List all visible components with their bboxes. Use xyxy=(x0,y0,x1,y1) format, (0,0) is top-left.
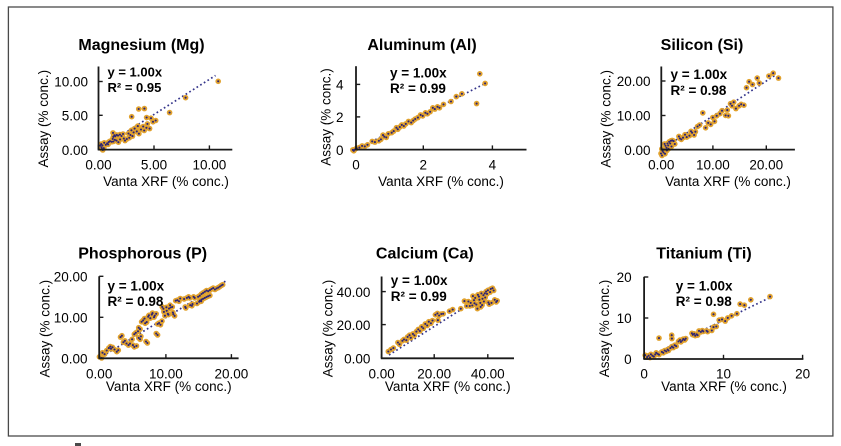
svg-text:Assay (% conc.): Assay (% conc.) xyxy=(321,280,336,378)
svg-text:0.00: 0.00 xyxy=(344,352,370,367)
svg-text:Assay (% conc.): Assay (% conc.) xyxy=(599,70,614,168)
svg-text:Vanta XRF (% conc.): Vanta XRF (% conc.) xyxy=(106,379,232,394)
svg-text:10.00: 10.00 xyxy=(54,311,88,326)
svg-text:40.00: 40.00 xyxy=(337,285,371,300)
svg-text:0.00: 0.00 xyxy=(648,158,674,173)
svg-text:4: 4 xyxy=(489,158,497,173)
svg-text:Assay (% conc.): Assay (% conc.) xyxy=(319,68,334,166)
svg-text:20.00: 20.00 xyxy=(617,74,651,89)
svg-text:10.00: 10.00 xyxy=(54,75,88,90)
svg-text:2: 2 xyxy=(336,110,344,125)
svg-text:2: 2 xyxy=(420,158,428,173)
svg-text:20.00: 20.00 xyxy=(337,318,371,333)
svg-text:Magnesium (Mg): Magnesium (Mg) xyxy=(78,37,204,54)
svg-text:0: 0 xyxy=(352,158,360,173)
svg-text:10.00: 10.00 xyxy=(149,366,183,381)
svg-text:y = 1.00x: y = 1.00x xyxy=(108,65,163,80)
svg-text:0: 0 xyxy=(336,143,344,158)
svg-text:20: 20 xyxy=(795,366,810,381)
svg-text:R² = 0.98: R² = 0.98 xyxy=(108,294,164,309)
svg-text:y = 1.00x: y = 1.00x xyxy=(676,278,733,293)
svg-text:Aluminum (Al): Aluminum (Al) xyxy=(367,37,476,54)
svg-text:20.00: 20.00 xyxy=(215,366,249,381)
svg-text:5.00: 5.00 xyxy=(62,109,88,124)
svg-text:0.00: 0.00 xyxy=(62,143,88,158)
svg-text:20: 20 xyxy=(617,270,632,285)
svg-text:0: 0 xyxy=(640,366,648,381)
svg-text:y = 1.00x: y = 1.00x xyxy=(108,278,165,293)
svg-text:0.00: 0.00 xyxy=(86,366,112,381)
svg-text:Assay (% conc.): Assay (% conc.) xyxy=(38,280,53,378)
svg-text:Vanta XRF (% conc.): Vanta XRF (% conc.) xyxy=(385,379,511,394)
svg-text:Assay (% conc.): Assay (% conc.) xyxy=(36,70,51,168)
svg-text:y = 1.00x: y = 1.00x xyxy=(671,67,728,82)
svg-text:Vanta XRF (% conc.): Vanta XRF (% conc.) xyxy=(661,379,787,394)
svg-text:0: 0 xyxy=(624,352,632,367)
svg-text:10.00: 10.00 xyxy=(617,109,651,124)
svg-text:Phosphorous (P): Phosphorous (P) xyxy=(78,245,207,262)
svg-text:R² = 0.98: R² = 0.98 xyxy=(671,83,727,98)
svg-text:20.00: 20.00 xyxy=(417,366,451,381)
svg-text:Silicon (Si): Silicon (Si) xyxy=(661,37,744,54)
svg-text:Vanta XRF (% conc.): Vanta XRF (% conc.) xyxy=(103,174,229,189)
svg-text:0.00: 0.00 xyxy=(368,366,394,381)
svg-text:Calcium (Ca): Calcium (Ca) xyxy=(376,245,474,262)
svg-text:4: 4 xyxy=(336,78,344,93)
svg-text:10.00: 10.00 xyxy=(193,158,227,173)
svg-text:y = 1.00x: y = 1.00x xyxy=(390,65,447,80)
svg-text:R² = 0.99: R² = 0.99 xyxy=(390,81,446,96)
svg-text:0.00: 0.00 xyxy=(85,158,111,173)
svg-text:Assay (% conc.): Assay (% conc.) xyxy=(597,280,612,378)
svg-text:10.00: 10.00 xyxy=(696,158,730,173)
svg-text:5.00: 5.00 xyxy=(141,158,167,173)
svg-text:R² = 0.98: R² = 0.98 xyxy=(676,294,732,309)
svg-text:10: 10 xyxy=(716,366,731,381)
svg-text:20.00: 20.00 xyxy=(54,270,88,285)
svg-text:0.00: 0.00 xyxy=(624,143,650,158)
svg-text:0.00: 0.00 xyxy=(61,352,87,367)
svg-text:40.00: 40.00 xyxy=(471,366,505,381)
svg-text:y = 1.00x: y = 1.00x xyxy=(391,273,448,288)
svg-text:R² = 0.95: R² = 0.95 xyxy=(108,80,162,95)
svg-text:Titanium (Ti): Titanium (Ti) xyxy=(656,245,751,262)
svg-text:R² = 0.99: R² = 0.99 xyxy=(391,289,447,304)
svg-text:20.00: 20.00 xyxy=(749,158,783,173)
svg-text:Vanta XRF (% conc.): Vanta XRF (% conc.) xyxy=(378,174,504,189)
svg-text:10: 10 xyxy=(617,311,632,326)
svg-text:Vanta XRF (% conc.): Vanta XRF (% conc.) xyxy=(665,174,791,189)
